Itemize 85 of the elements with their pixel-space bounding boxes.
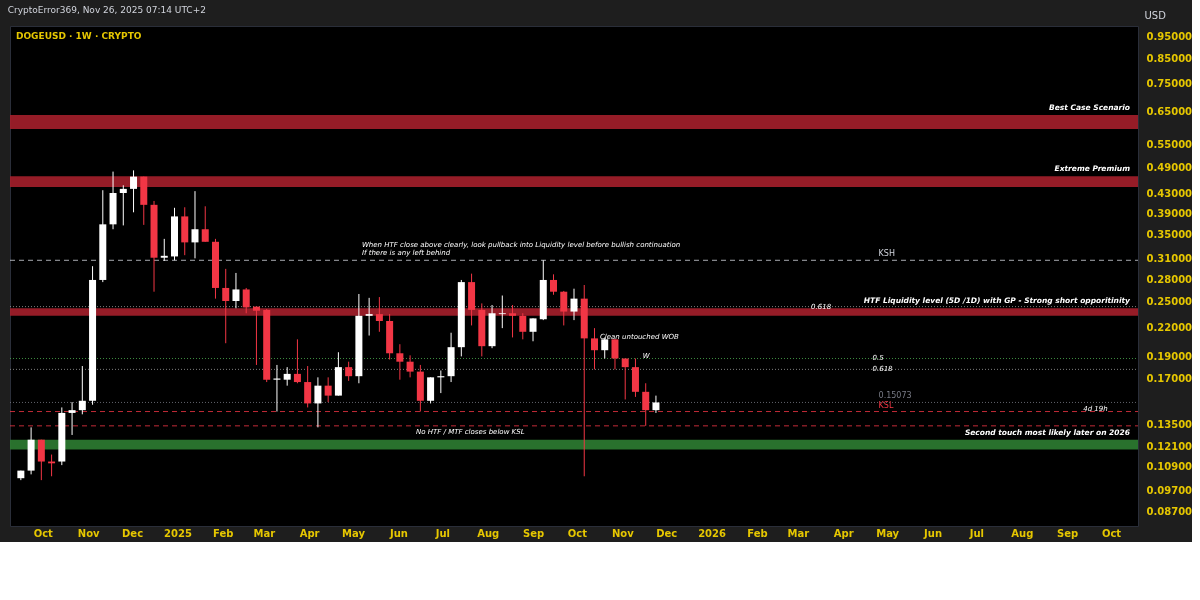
y-tick-label: 0.43000	[1146, 188, 1193, 200]
x-tick-label: May	[876, 527, 900, 539]
candlestick	[498, 295, 506, 329]
x-tick-label: Oct	[33, 527, 54, 539]
candlestick	[570, 288, 578, 321]
x-tick-label: Feb	[747, 527, 768, 539]
y-tick-label: 0.95000	[1146, 30, 1193, 42]
y-tick-label: 0.75000	[1146, 77, 1193, 89]
y-tick-label: 0.13500	[1146, 418, 1193, 430]
candlestick	[252, 306, 260, 366]
candlestick	[191, 190, 199, 259]
text: CryptoError369, Nov 26, 2025 07:14 UTC+2	[7, 5, 206, 15]
candlestick	[652, 395, 660, 414]
candlestick	[304, 365, 312, 408]
x-tick-label: Nov	[611, 527, 635, 539]
candlestick	[68, 401, 76, 436]
y-tick-label: 0.35000	[1146, 229, 1193, 241]
candlestick	[611, 338, 619, 370]
y-tick-label: 0.22000	[1146, 321, 1193, 333]
x-tick-label: Dec	[122, 527, 144, 539]
x-tick-label: Dec	[656, 527, 678, 539]
y-tick-label: 0.12100	[1146, 440, 1193, 452]
y-tick-label: 0.19000	[1146, 350, 1193, 362]
candlestick	[283, 366, 291, 387]
candlestick	[590, 327, 598, 370]
x-tick-label: Jun	[923, 527, 943, 539]
y-tick-label: 0.31000	[1146, 253, 1193, 265]
candlestick	[130, 169, 138, 213]
x-tick-label: Aug	[477, 527, 500, 539]
candlestick	[78, 365, 86, 415]
candlestick	[232, 272, 240, 309]
x-tick-label: Jun	[388, 527, 408, 539]
x-tick-label: Mar	[253, 527, 276, 539]
x-tick-label: Apr	[299, 527, 320, 539]
text: DOGEUSD · 1W · CRYPTO	[16, 31, 142, 41]
x-tick-label: Oct	[567, 527, 588, 539]
x-tick-label: Jul	[968, 527, 985, 539]
ref-line-label: 0.15073	[878, 391, 912, 401]
candlestick	[37, 439, 45, 481]
x-tick-label: Sep	[522, 527, 545, 539]
x-tick-label: Jul	[434, 527, 450, 539]
candlestick	[293, 338, 301, 384]
candlestick	[201, 205, 209, 243]
x-tick-label: Oct	[1101, 527, 1122, 539]
y-tick-label: 0.49000	[1146, 162, 1193, 174]
y-tick-label: 0.25000	[1146, 296, 1193, 308]
candlestick	[375, 296, 383, 333]
y-tick-label: 0.39000	[1146, 207, 1193, 219]
candlestick	[560, 290, 568, 326]
candlestick	[324, 376, 332, 403]
y-tick-label: 0.10900	[1146, 461, 1193, 473]
candlestick	[621, 357, 629, 400]
y-tick-label: 0.55000	[1146, 139, 1193, 151]
x-tick-label: Sep	[1057, 527, 1079, 539]
candlestick	[519, 312, 527, 340]
candlestick	[509, 304, 517, 338]
ref-line-label: KSL	[878, 400, 894, 410]
candlestick	[242, 287, 250, 314]
y-tick-label: 0.08700	[1146, 506, 1193, 518]
x-tick-label: Mar	[787, 527, 810, 539]
x-tick-label: May	[342, 527, 366, 539]
x-tick-label: 2025	[164, 527, 192, 539]
y-axis-title: USD	[1144, 9, 1167, 21]
x-tick-label: Aug	[1011, 527, 1034, 539]
x-tick-label: Nov	[77, 527, 101, 539]
candlestick	[160, 238, 168, 262]
y-tick-label: 0.85000	[1146, 52, 1193, 64]
candlestick	[396, 343, 404, 381]
y-tick-label: 0.17000	[1146, 373, 1193, 385]
candlestick	[314, 376, 322, 428]
x-tick-label: Apr	[833, 527, 854, 539]
x-tick-label: 2026	[698, 527, 727, 539]
candlestick	[222, 268, 230, 344]
candlestick	[529, 317, 537, 342]
candlestick	[550, 273, 558, 296]
candlestick	[345, 361, 353, 382]
candlestick	[119, 184, 127, 226]
ref-line-label: KSH	[878, 249, 895, 259]
candlestick	[427, 376, 435, 404]
y-tick-label: 0.28000	[1146, 273, 1193, 285]
candlestick	[365, 297, 373, 337]
x-tick-label: Feb	[213, 527, 234, 539]
candlestick	[406, 354, 414, 378]
y-tick-label: 0.09700	[1146, 484, 1193, 496]
y-tick-label: 0.65000	[1146, 106, 1193, 118]
